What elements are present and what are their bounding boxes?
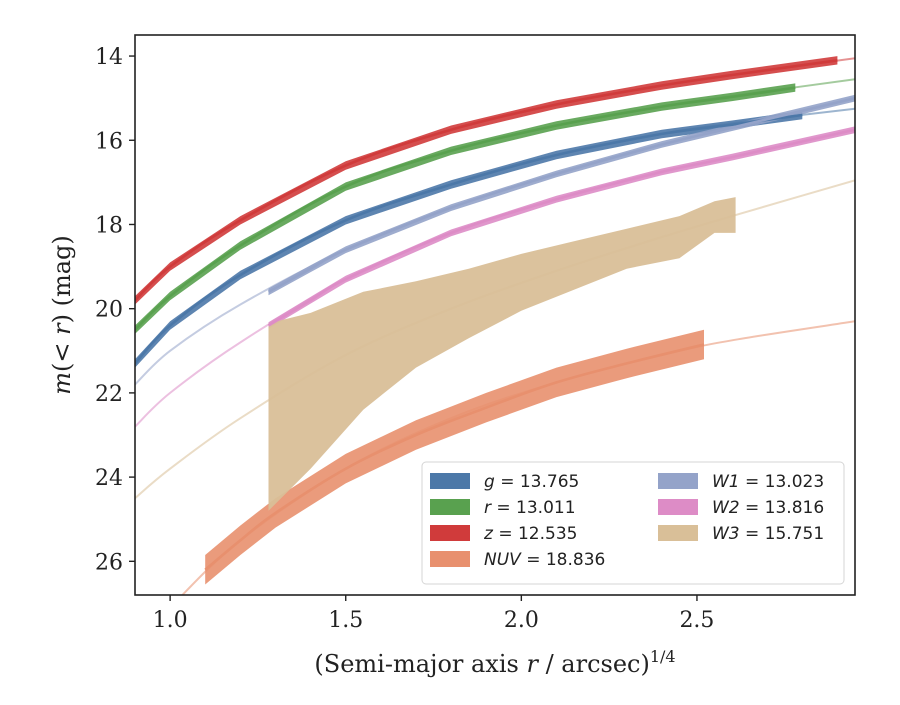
model-line-w3 [135,179,855,499]
x-tick-label: 2.0 [504,608,539,633]
legend-label-nuv: NUV = 18.836 [484,550,605,570]
x-tick-label: 1.5 [328,608,363,633]
legend-label-g: g = 13.765 [484,472,579,492]
y-tick-label: 14 [95,45,123,70]
x-tick-label: 1.0 [153,608,188,633]
y-tick-label: 20 [95,298,123,323]
legend-label-w1: W1 = 13.023 [712,472,824,492]
y-tick-label: 16 [95,129,123,154]
x-axis-label: (Semi-major axis r / arcsec)1/4 [314,647,675,678]
legend: g = 13.765 r = 13.011 z = 12.535 NUV = 18.8… [421,461,845,585]
band-nuv [205,329,704,585]
data-line-g [135,113,803,365]
y-tick-label: 18 [95,213,123,238]
y-tick-label: 22 [95,382,123,407]
legend-swatch-nuv [430,551,470,567]
legend-swatch-w3 [658,525,698,541]
legend-label-w3: W3 = 15.751 [712,524,824,544]
legend-label-z: z = 12.535 [483,524,577,544]
x-tick-label: 2.5 [679,608,714,633]
legend-swatch-w2 [658,499,698,515]
legend-swatch-z [430,525,470,541]
data-line-w2 [267,128,855,327]
x-ticks: 1.0 1.5 2.0 2.5 [153,595,714,633]
legend-frame [421,461,845,585]
y-tick-label: 24 [95,466,123,491]
legend-swatch-w1 [658,473,698,489]
legend-swatch-g [430,473,470,489]
data-line-r [135,86,796,331]
data-line-nuv [204,343,705,571]
data-line-z [135,59,838,302]
data-lines-layer [135,59,855,571]
legend-swatch-r [430,499,470,515]
y-axis-label: m(< r) (mag) [48,235,76,395]
legend-label-r: r = 13.011 [484,498,576,518]
y-tick-label: 26 [95,550,123,575]
plot-frame [134,34,856,596]
y-ticks: 14 16 18 20 22 24 26 [95,45,135,575]
legend-label-w2: W2 = 13.816 [712,498,824,518]
model-line-nuv [181,320,855,595]
data-line-w1 [267,96,855,293]
